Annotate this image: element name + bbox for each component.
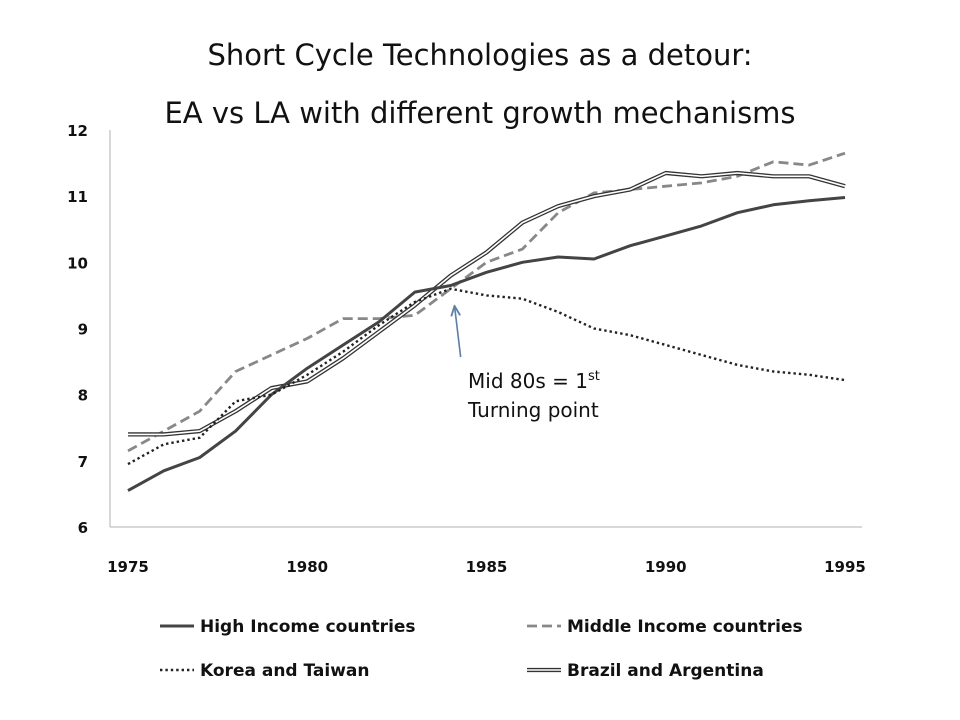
legend-item: Middle Income countries — [527, 617, 803, 637]
legend-label: High Income countries — [200, 617, 416, 637]
chart-subtitle: EA vs LA with different growth mechanism… — [164, 96, 796, 130]
y-tick-label: 9 — [78, 321, 88, 339]
series-3 — [128, 170, 846, 437]
x-tick-label: 1985 — [466, 558, 508, 576]
series-2 — [127, 287, 846, 466]
annotation-line-2: Turning point — [467, 398, 599, 422]
chart-title: Short Cycle Technologies as a detour: — [207, 38, 753, 72]
legend: High Income countries Middle Income count… — [160, 617, 803, 681]
legend-item: High Income countries — [160, 617, 416, 637]
y-tick-label: 7 — [78, 453, 88, 471]
series-line — [127, 151, 846, 453]
series-line — [127, 287, 846, 466]
x-tick-label: 1980 — [286, 558, 328, 576]
y-tick-label: 12 — [67, 122, 88, 140]
y-tick-label: 10 — [67, 254, 88, 272]
y-tick-label: 6 — [78, 519, 88, 537]
series-1 — [127, 151, 846, 453]
chart-axes: 6 7 8 9 10 11 12 1975 1980 1985 1990 1995 — [67, 122, 866, 576]
series-layer — [127, 151, 846, 492]
legend-item: Brazil and Argentina — [527, 661, 764, 681]
legend-label: Brazil and Argentina — [567, 661, 764, 681]
annotation-arrow — [455, 307, 462, 358]
x-tick-label: 1975 — [107, 558, 149, 576]
y-tick-label: 11 — [67, 188, 88, 206]
series-line-inner — [128, 172, 846, 436]
y-tick-label: 8 — [78, 387, 88, 405]
legend-label: Korea and Taiwan — [200, 661, 370, 681]
x-tick-label: 1995 — [824, 558, 866, 576]
annotation-line-1: Mid 80s = 1st — [468, 369, 600, 393]
series-line — [127, 196, 846, 492]
legend-label: Middle Income countries — [567, 617, 803, 637]
annotation: Mid 80s = 1st Turning point — [455, 307, 600, 422]
x-tick-label: 1990 — [645, 558, 687, 576]
series-0 — [127, 196, 846, 492]
legend-item: Korea and Taiwan — [160, 661, 370, 681]
